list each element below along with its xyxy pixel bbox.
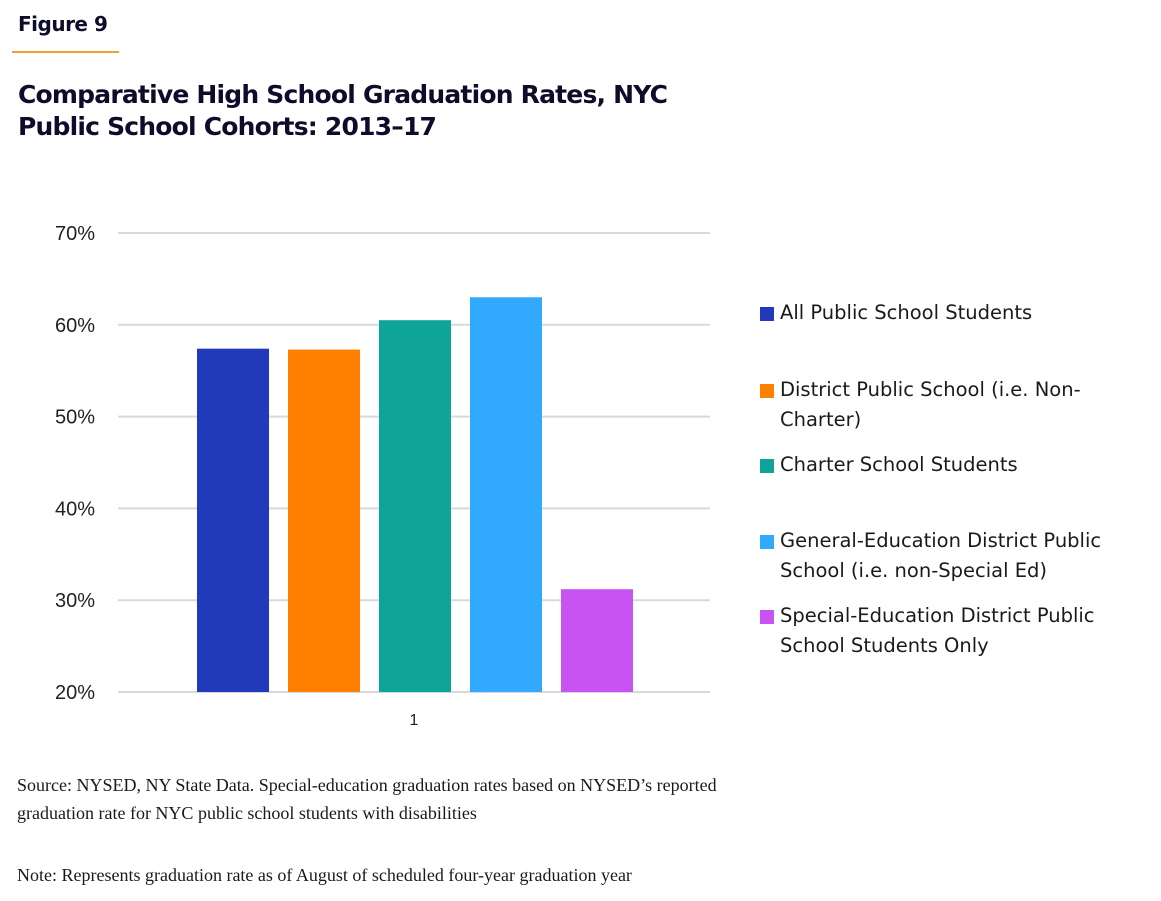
- bar-general-education-district-public-school-i-e-non-special-ed: [470, 297, 542, 692]
- legend-swatch-general-ed: [760, 535, 774, 549]
- figure-label-underline: [12, 51, 119, 53]
- y-tick-label: 30%: [55, 590, 95, 612]
- legend-label: All Public School Students: [780, 301, 1033, 324]
- legend-swatch-charter: [760, 459, 774, 473]
- legend-item-special-ed: Special-Education District Public School…: [760, 601, 1160, 661]
- bar-district-public-school-i-e-non-charter: [288, 349, 360, 692]
- x-tick-label: 1: [410, 712, 419, 729]
- legend-label-cont: Charter): [780, 408, 862, 431]
- legend-label-cont: School Students Only: [780, 634, 989, 657]
- legend-label: Special-Education District Public: [780, 604, 1095, 627]
- y-tick-label: 70%: [55, 223, 95, 245]
- x-axis-ticks: 1: [410, 712, 419, 729]
- bar-special-education-district-public-school-students-only: [561, 589, 633, 692]
- bar-charter-school-students: [379, 320, 451, 692]
- legend-item-all-public: All Public School Students: [760, 298, 1160, 328]
- legend-item-charter: Charter School Students: [760, 450, 1160, 480]
- legend-item-general-ed: General-Education District Public School…: [760, 526, 1160, 586]
- legend-swatch-district-public: [760, 384, 774, 398]
- bars: [197, 297, 633, 692]
- legend-item-district-public: District Public School (i.e. Non- Charte…: [760, 375, 1160, 435]
- legend-swatch-special-ed: [760, 610, 774, 624]
- y-tick-label: 40%: [55, 498, 95, 520]
- legend-label: General-Education District Public: [780, 529, 1102, 552]
- chart-title: Comparative High School Graduation Rates…: [18, 80, 668, 141]
- y-tick-label: 60%: [55, 315, 95, 337]
- y-tick-label: 20%: [55, 682, 95, 704]
- source-note: Source: NYSED, NY State Data. Special-ed…: [17, 775, 717, 823]
- legend-label: Charter School Students: [780, 453, 1018, 476]
- footnote: Note: Represents graduation rate as of A…: [17, 865, 632, 885]
- y-axis-ticks: 20% 30% 40% 50% 60% 70%: [55, 223, 95, 704]
- legend-swatch-all-public: [760, 307, 774, 321]
- figure-label: Figure 9: [18, 12, 108, 36]
- bar-chart: 20% 30% 40% 50% 60% 70% 1: [55, 223, 710, 729]
- bar-all-public-school-students: [197, 348, 269, 692]
- legend-label: District Public School (i.e. Non-: [780, 378, 1081, 401]
- y-tick-label: 50%: [55, 407, 95, 429]
- legend-label-cont: School (i.e. non-Special Ed): [780, 559, 1048, 582]
